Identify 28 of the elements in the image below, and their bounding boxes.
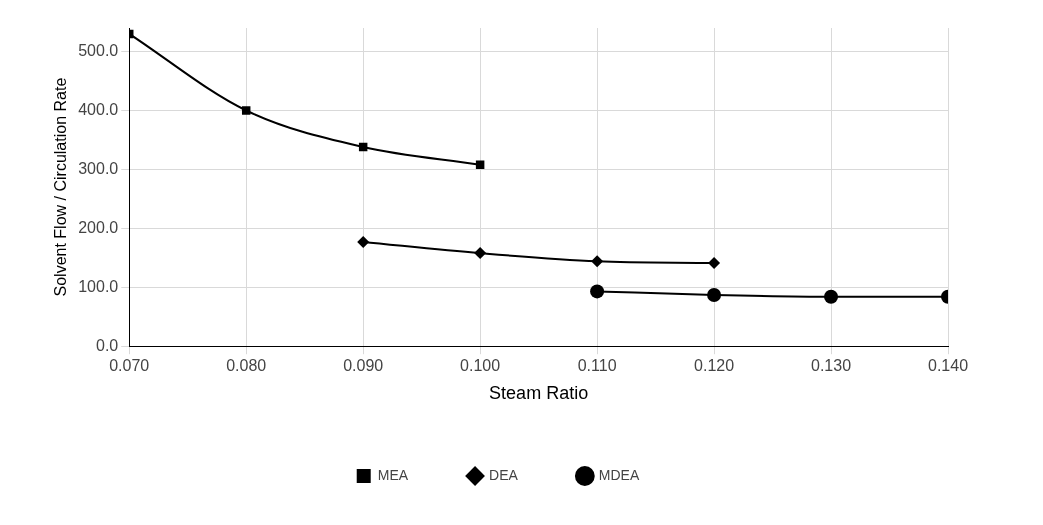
y-tick-label: 300.0 (78, 159, 119, 177)
legend-label: MEA (377, 466, 409, 483)
point (591, 255, 604, 268)
x-tick-label: 0.110 (577, 357, 617, 375)
legend-label: DEA (489, 466, 519, 483)
point (708, 257, 721, 270)
x-axis-title: Steam Ratio (489, 383, 589, 404)
point (357, 235, 370, 248)
point (241, 106, 251, 115)
x-tick-label: 0.080 (226, 357, 267, 375)
x-tick-label: 0.130 (811, 357, 852, 375)
point (475, 160, 485, 169)
x-tick-label: 0.090 (343, 357, 384, 375)
point (824, 289, 839, 304)
y-axis-title: Solvent Flow / Circulation Rate (52, 77, 70, 297)
x-tick-label: 0.070 (109, 357, 150, 375)
x-tick-label: 0.100 (460, 357, 501, 375)
point (590, 284, 605, 299)
y-tick-label: 0.0 (95, 336, 119, 354)
y-tick-label: 500.0 (78, 41, 119, 59)
y-tick-label: 200.0 (78, 218, 119, 236)
y-tick-label: 400.0 (78, 100, 119, 118)
legend-label: MDEA (598, 466, 640, 483)
point (707, 287, 722, 302)
point (474, 247, 487, 260)
y-tick-label: 100.0 (78, 277, 119, 295)
x-tick-label: 0.120 (694, 357, 735, 375)
x-tick-label: 0.140 (927, 357, 969, 375)
